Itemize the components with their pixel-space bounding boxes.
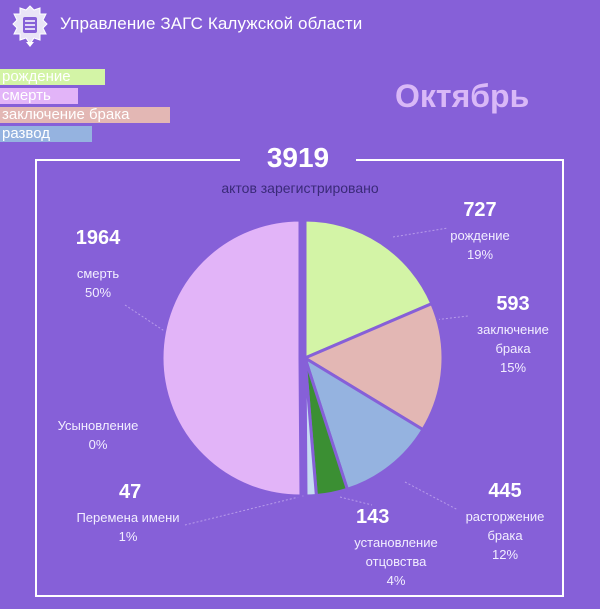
label-namechange-name: Перемена имени: [76, 510, 180, 525]
pie-slice-6: [160, 218, 303, 498]
legend-swatch-birth: [0, 69, 105, 85]
total-caption: актов зарегистрировано: [221, 180, 379, 196]
label-namechange: 47 Перемена имени 1%: [66, 480, 190, 546]
legend-swatch-marriage: [0, 107, 170, 123]
label-marriage-value: 593: [496, 293, 530, 315]
label-divorce-percent: 12%: [491, 547, 519, 562]
label-birth-name: рождение: [450, 228, 510, 243]
label-divorce-name2: брака: [487, 528, 523, 543]
label-death: 1964 смерть 50%: [56, 226, 140, 302]
label-death-name: смерть: [76, 266, 120, 281]
pie-slice-0: [303, 218, 434, 361]
label-adoption: Усыновление 0%: [48, 416, 148, 454]
total-value: 3919: [266, 142, 330, 173]
leader-line-paternity: [339, 496, 373, 506]
label-birth-value: 727: [463, 199, 497, 221]
label-death-value: 1964: [75, 227, 121, 249]
legend-label-divorce: развод: [2, 125, 50, 142]
label-paternity-percent: 4%: [386, 573, 406, 588]
label-marriage-percent: 15%: [499, 360, 527, 375]
label-paternity-name1: установление: [354, 535, 438, 550]
label-paternity-name2: отцовства: [365, 554, 427, 569]
organization-title: Управление ЗАГС Калужской области: [60, 14, 363, 33]
leader-line-marriage: [433, 315, 469, 321]
legend-swatch-death: [0, 88, 78, 104]
label-namechange-value: 47: [119, 481, 142, 503]
legend-label-marriage: заключение брака: [2, 106, 130, 123]
coat-of-arms-icon: [12, 5, 48, 47]
pie-slice-2: [302, 354, 426, 492]
label-birth-percent: 19%: [466, 247, 494, 262]
label-divorce-value: 445: [488, 480, 522, 502]
month-title: Октябрь: [395, 78, 530, 114]
label-namechange-percent: 1%: [118, 529, 138, 544]
leader-line-birth: [392, 227, 449, 238]
label-adoption-percent: 0%: [88, 437, 108, 452]
label-marriage: 593 заключение брака 15%: [463, 292, 563, 377]
leader-line-divorce: [404, 481, 459, 511]
legend-label-death: смерть: [2, 87, 51, 104]
pie-slice-4: [303, 357, 318, 498]
label-divorce-name1: расторжение: [465, 509, 545, 524]
label-birth: 727 рождение 19%: [440, 198, 520, 264]
pie-slice-1: [301, 301, 445, 432]
label-adoption-name: Усыновление: [57, 418, 139, 433]
label-paternity-value: 143: [356, 506, 390, 528]
label-marriage-name2: брака: [495, 341, 531, 356]
label-death-percent: 50%: [84, 285, 112, 300]
label-divorce: 445 расторжение брака 12%: [455, 479, 555, 564]
legend-swatch-divorce: [0, 126, 92, 142]
label-paternity: 143 установление отцовства 4%: [346, 505, 446, 590]
header: Управление ЗАГС Калужской области: [0, 0, 600, 52]
legend-label-birth: рождение: [2, 68, 71, 85]
label-marriage-name1: заключение: [477, 322, 549, 337]
